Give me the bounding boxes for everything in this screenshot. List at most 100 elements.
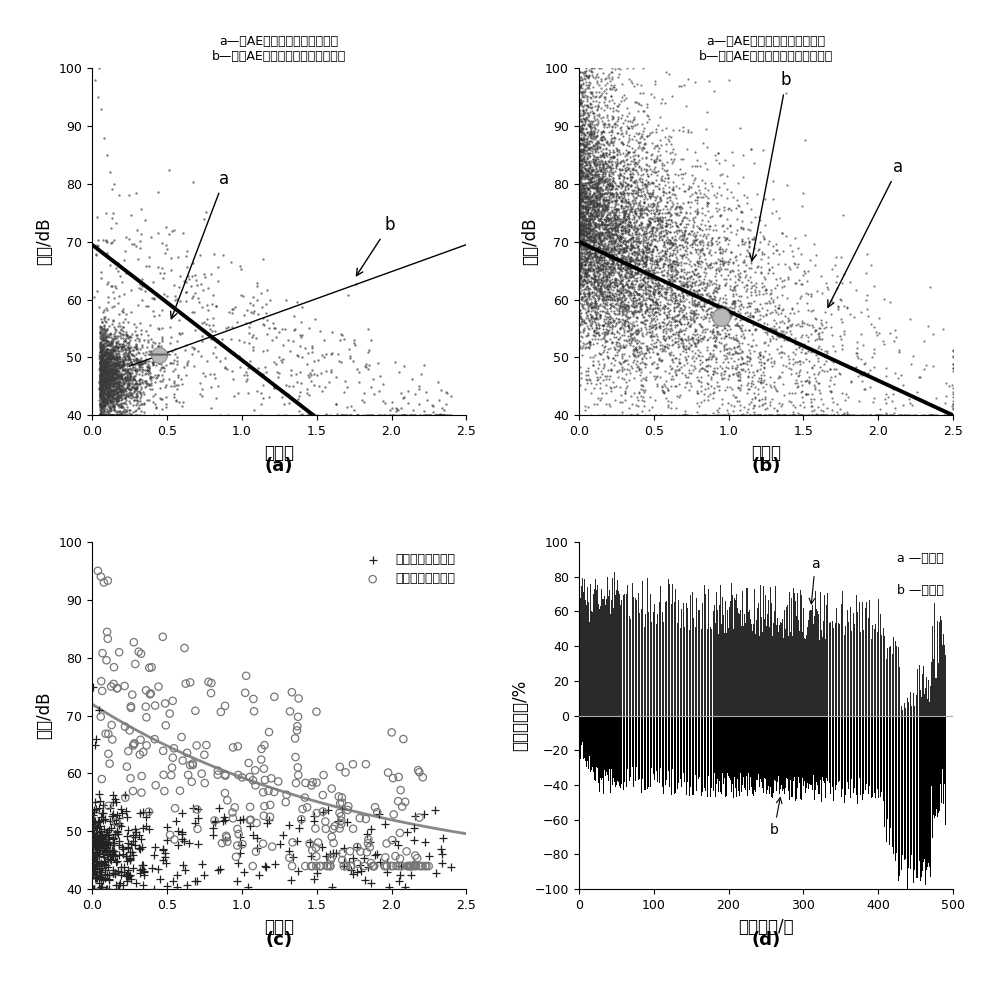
Point — [98, 233, 114, 249]
Point — [604, 277, 620, 293]
Point — [606, 279, 622, 295]
Point — [945, 401, 961, 417]
Point — [145, 394, 161, 410]
Point — [598, 325, 614, 341]
Point — [726, 279, 742, 295]
Point — [101, 380, 117, 396]
Point — [102, 368, 118, 383]
Point — [638, 242, 654, 258]
Point — [582, 336, 598, 352]
Point — [573, 275, 589, 291]
Point — [572, 260, 588, 275]
Point — [587, 205, 603, 221]
剪切型声发射信号 — [200, 674, 216, 690]
Point — [581, 225, 597, 241]
Point — [573, 86, 589, 101]
Point — [628, 155, 644, 171]
Point — [680, 124, 696, 140]
Point — [608, 226, 624, 242]
Point — [604, 320, 620, 336]
Point — [835, 408, 851, 424]
Point — [94, 378, 110, 394]
Point — [92, 379, 108, 395]
Point — [103, 337, 119, 353]
Point — [361, 342, 377, 358]
Point — [768, 382, 784, 398]
Point — [638, 350, 654, 366]
Point — [103, 408, 119, 424]
Point — [201, 328, 217, 344]
Point — [574, 296, 590, 312]
Point — [606, 289, 622, 305]
Point — [581, 226, 597, 242]
Point — [105, 383, 121, 399]
Point — [150, 338, 166, 354]
Point — [599, 163, 615, 179]
Point — [667, 214, 683, 230]
Point — [725, 189, 741, 204]
Point — [600, 243, 616, 259]
Point — [102, 392, 118, 408]
Point — [741, 238, 757, 254]
Point — [418, 408, 434, 424]
Point — [596, 220, 612, 236]
Point — [592, 224, 608, 240]
Point — [840, 389, 856, 405]
Point — [657, 291, 673, 307]
Point — [572, 273, 588, 289]
Point — [714, 361, 730, 376]
张拉型声发射信号 — [96, 839, 112, 855]
Point — [689, 385, 705, 401]
Point — [93, 364, 109, 379]
Point — [572, 263, 588, 279]
Point — [396, 408, 412, 424]
Point — [151, 347, 167, 363]
Point — [646, 281, 662, 297]
Point — [574, 163, 590, 179]
张拉型声发射信号 — [406, 820, 422, 836]
Point — [596, 278, 612, 294]
Point — [702, 288, 718, 304]
剪切型声发射信号 — [409, 850, 425, 866]
Point — [433, 382, 449, 398]
张拉型声发射信号 — [169, 880, 185, 896]
Point — [590, 226, 606, 242]
Point — [102, 326, 118, 342]
Point — [105, 331, 121, 347]
Point — [99, 363, 115, 378]
Point — [594, 215, 610, 231]
Point — [699, 276, 715, 292]
张拉型声发射信号 — [392, 867, 408, 883]
Point — [752, 224, 768, 240]
Point — [93, 406, 109, 422]
Point — [770, 301, 786, 317]
Point — [689, 224, 705, 240]
Point — [753, 408, 769, 424]
Point — [945, 408, 961, 424]
Point — [603, 88, 619, 104]
张拉型声发射信号 — [138, 818, 154, 834]
张拉型声发射信号 — [100, 859, 116, 875]
Point — [618, 274, 634, 290]
Point — [585, 232, 601, 248]
Point — [762, 320, 778, 336]
Point — [102, 408, 118, 424]
Point — [126, 392, 142, 408]
Point — [709, 301, 725, 317]
Point — [628, 224, 644, 240]
Point — [905, 408, 921, 424]
Point — [578, 268, 594, 284]
Point — [706, 384, 722, 400]
Point — [99, 372, 115, 387]
Point — [104, 371, 120, 386]
Point — [905, 349, 921, 365]
剪切型声发射信号 — [260, 783, 276, 799]
Point — [92, 355, 108, 371]
张拉型声发射信号 — [118, 803, 134, 819]
Point — [98, 347, 114, 363]
Point — [96, 364, 112, 379]
Point — [586, 295, 602, 311]
Point — [654, 212, 670, 228]
Point — [661, 240, 677, 256]
剪切型声发射信号 — [385, 771, 401, 786]
